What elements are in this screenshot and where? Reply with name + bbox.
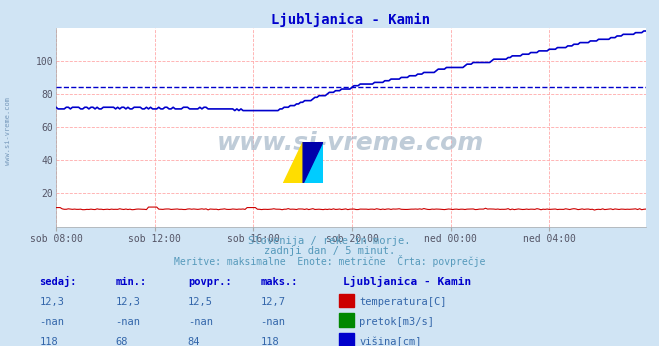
Text: povpr.:: povpr.: bbox=[188, 277, 231, 288]
Text: 84: 84 bbox=[188, 337, 200, 346]
Text: Slovenija / reke in morje.: Slovenija / reke in morje. bbox=[248, 236, 411, 246]
Text: 68: 68 bbox=[115, 337, 128, 346]
Text: -nan: -nan bbox=[40, 317, 65, 327]
Text: -nan: -nan bbox=[260, 317, 285, 327]
Polygon shape bbox=[303, 142, 323, 183]
Text: maks.:: maks.: bbox=[260, 277, 298, 288]
Polygon shape bbox=[283, 142, 323, 183]
Text: pretok[m3/s]: pretok[m3/s] bbox=[359, 317, 434, 327]
Text: višina[cm]: višina[cm] bbox=[359, 336, 422, 346]
Text: temperatura[C]: temperatura[C] bbox=[359, 297, 447, 307]
Text: 12,5: 12,5 bbox=[188, 297, 213, 307]
Text: Meritve: maksimalne  Enote: metrične  Črta: povprečje: Meritve: maksimalne Enote: metrične Črta… bbox=[174, 255, 485, 267]
Text: www.si-vreme.com: www.si-vreme.com bbox=[5, 98, 11, 165]
Text: 12,7: 12,7 bbox=[260, 297, 285, 307]
Text: www.si-vreme.com: www.si-vreme.com bbox=[217, 131, 484, 155]
Text: min.:: min.: bbox=[115, 277, 146, 288]
Text: 118: 118 bbox=[260, 337, 279, 346]
Text: Ljubljanica - Kamin: Ljubljanica - Kamin bbox=[343, 276, 471, 288]
Text: -nan: -nan bbox=[188, 317, 213, 327]
Polygon shape bbox=[303, 142, 323, 183]
Text: sedaj:: sedaj: bbox=[40, 276, 77, 288]
Text: 12,3: 12,3 bbox=[115, 297, 140, 307]
Text: -nan: -nan bbox=[115, 317, 140, 327]
Text: 118: 118 bbox=[40, 337, 58, 346]
Text: 12,3: 12,3 bbox=[40, 297, 65, 307]
Title: Ljubljanica - Kamin: Ljubljanica - Kamin bbox=[272, 12, 430, 27]
Text: zadnji dan / 5 minut.: zadnji dan / 5 minut. bbox=[264, 246, 395, 256]
